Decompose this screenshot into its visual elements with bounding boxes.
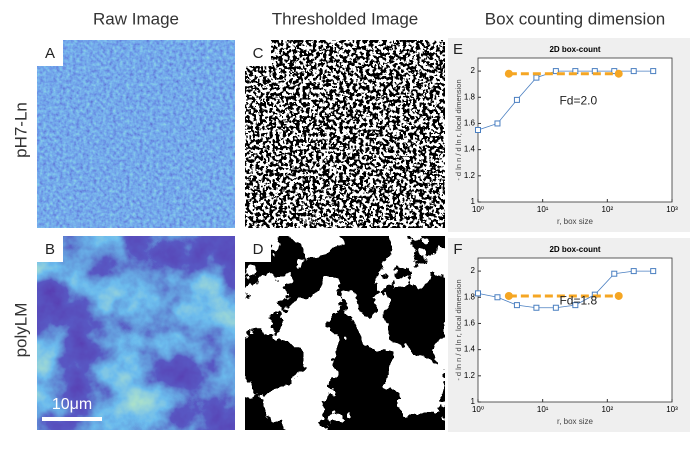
panel-label: A <box>45 45 55 62</box>
data-point <box>513 302 520 309</box>
data-point <box>552 304 559 311</box>
row-label: pH7-Ln <box>11 102 30 158</box>
data-point <box>614 69 623 78</box>
row-label: polyLM <box>11 303 30 358</box>
annotation: Fd=1.8 <box>559 293 597 307</box>
column-title: Raw Image <box>93 9 179 28</box>
panel-label: F <box>453 241 462 258</box>
scale-bar-label: 10μm <box>52 396 92 413</box>
x-axis-label: r, box size <box>557 217 594 226</box>
data-point <box>533 74 540 81</box>
raw-image <box>37 236 235 430</box>
y-tick-label: 1.4 <box>464 345 476 354</box>
y-axis-label: - d ln n / d ln r, local dimension <box>454 79 463 180</box>
panel-label-box <box>245 236 271 262</box>
x-tick-label: 10³ <box>666 405 678 414</box>
annotation: Fd=2.0 <box>559 93 597 107</box>
panel-label: C <box>253 45 264 62</box>
column-title: Thresholded Image <box>272 9 418 28</box>
thresholded-image <box>245 236 445 430</box>
data-point <box>504 291 513 300</box>
data-point <box>630 68 637 75</box>
panel-label-box <box>245 40 271 66</box>
series-line <box>477 70 654 131</box>
data-point <box>611 270 618 277</box>
y-tick-label: 1.2 <box>464 371 476 380</box>
chart-title: 2D box-count <box>549 245 600 254</box>
x-tick-label: 10⁰ <box>472 405 484 414</box>
panel-label: B <box>45 241 55 258</box>
y-tick-label: 2 <box>471 266 476 275</box>
column-title: Box counting dimension <box>485 9 666 28</box>
panel-label-box <box>37 236 63 262</box>
y-tick-label: 1.2 <box>464 171 476 180</box>
data-point <box>475 127 481 133</box>
data-point <box>504 69 513 78</box>
data-point <box>533 304 540 311</box>
x-tick-label: 10² <box>602 405 614 414</box>
x-tick-label: 10² <box>602 205 614 214</box>
data-point <box>650 68 657 75</box>
data-point <box>572 302 579 309</box>
x-tick-label: 10¹ <box>537 205 549 214</box>
plot-area <box>477 257 673 403</box>
y-tick-label: 1.6 <box>464 119 476 128</box>
x-axis-label: r, box size <box>557 417 594 426</box>
data-point <box>614 291 623 300</box>
y-tick-label: 1.4 <box>464 145 476 154</box>
plot-area <box>477 57 673 203</box>
x-tick-label: 10³ <box>666 205 678 214</box>
data-point <box>475 290 481 297</box>
x-tick-label: 10¹ <box>537 405 549 414</box>
series-line <box>477 270 654 309</box>
data-point <box>494 294 501 301</box>
y-tick-label: 2 <box>471 66 476 75</box>
panel-label: E <box>453 41 463 58</box>
y-tick-label: 1 <box>471 197 476 206</box>
chart-title: 2D box-count <box>549 45 600 54</box>
data-point <box>552 68 559 75</box>
data-point <box>650 268 657 275</box>
y-tick-label: 1 <box>471 397 476 406</box>
data-point <box>494 120 501 127</box>
y-tick-label: 1.8 <box>464 92 476 101</box>
panel-label: D <box>253 241 264 258</box>
y-tick-label: 1.6 <box>464 319 476 328</box>
data-point <box>630 268 637 275</box>
panel-label-box <box>37 40 63 66</box>
raw-image <box>37 40 235 228</box>
thresholded-image <box>245 40 445 228</box>
y-tick-label: 1.8 <box>464 292 476 301</box>
y-axis-label: - d ln n / d ln r, local dimension <box>454 279 463 380</box>
data-point <box>513 96 520 103</box>
x-tick-label: 10⁰ <box>472 205 484 214</box>
scale-bar <box>42 417 102 421</box>
